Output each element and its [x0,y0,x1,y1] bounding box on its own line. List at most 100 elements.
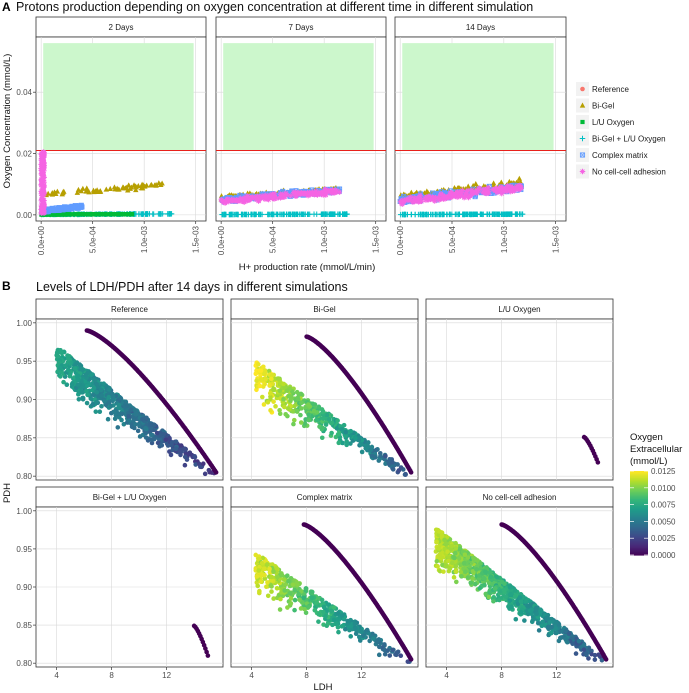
data-point [39,151,46,157]
data-point [83,188,89,194]
data-point [113,212,118,217]
data-point [55,212,60,217]
data-point [94,212,100,217]
x-tick-label: 1.5e-03 [192,225,201,253]
data-point [133,187,139,193]
panel-a-facet: 2 Days 0.0e+00 5.0e-04 1.0e-03 1.5e-03 0.00 0.… [16,16,207,255]
facet-strip-label: 2 Days [109,23,134,32]
x-tick-label: 5.0e-04 [269,225,278,253]
data-point [60,190,66,196]
data-point [247,196,253,203]
series-points [42,180,165,198]
data-point [297,190,304,197]
data-point [80,212,85,217]
data-point [78,203,84,209]
data-point [132,183,139,189]
data-point [164,211,171,217]
data-point [237,195,244,202]
data-point [40,162,47,168]
data-point-d2 [69,203,75,209]
data-point [283,190,289,197]
data-point [69,212,74,217]
x-tick-label: 0.0e+00 [37,225,46,255]
data-point [277,191,284,198]
data-point [107,185,113,191]
data-point [102,212,107,217]
data-point [221,199,228,205]
x-tick-label: 1.0e-03 [140,225,149,253]
data-point [256,194,263,200]
data-point [125,187,131,193]
data-point [128,184,135,190]
y-tick-label: 0.04 [16,88,32,97]
data-point-d2 [54,207,60,212]
data-point [120,184,127,190]
data-point [255,198,262,204]
data-point [39,167,45,174]
data-point [69,203,75,209]
data-point [230,196,236,203]
data-point [120,212,125,217]
data-point [139,211,145,217]
series-points [39,202,85,215]
x-tick-label: 1.5e-03 [372,225,381,253]
data-point [332,187,339,194]
data-point [156,180,162,186]
data-point [74,189,81,195]
x-tick-label: 1.0e-03 [320,225,329,253]
data-point-d2 [64,205,70,211]
data-point [153,181,159,187]
data-point [125,182,132,188]
panel-a-title: Protons production depending on oxygen c… [16,0,533,14]
data-point [61,212,66,217]
data-point [39,195,46,202]
data-point [108,212,114,217]
data-point [271,191,278,197]
data-point [54,206,60,213]
data-point [104,212,109,217]
data-point [150,211,156,217]
data-point [138,185,145,191]
y-tick-label: 0.02 [16,150,32,159]
data-point [40,200,47,207]
data-point [114,185,120,191]
data-point-box [70,204,76,210]
data-point [46,212,51,217]
data-point-box [49,206,55,212]
x-tick-label: 0.0e+00 [217,225,226,255]
optimal-zone [223,43,374,151]
data-point [103,186,110,192]
x-tick-label: 5.0e-04 [89,225,98,253]
data-point [54,188,61,194]
panel-a-facet: 7 Days 0.0e+00 5.0e-04 1.0e-03 1.5e-03 [215,16,387,255]
data-point [97,188,103,195]
data-point [94,187,100,193]
data-point [84,185,90,191]
data-point [66,212,71,217]
data-point [51,189,58,195]
data-point [128,212,133,217]
data-point-d2 [49,206,55,212]
data-point [322,187,328,194]
data-point-box [69,203,75,209]
data-point-d2 [78,204,84,209]
data-point [97,212,102,217]
data-point [148,182,154,188]
data-point [124,212,129,217]
data-point [50,212,56,217]
data-point-box [64,205,70,211]
data-point-box [78,203,84,209]
data-point [40,189,47,195]
panel-a-label: A [2,0,11,14]
data-point [290,189,297,196]
data-point [83,212,88,217]
data-point [310,190,316,197]
data-point-box [54,206,60,213]
data-point [159,180,165,186]
facet-strip-label: 7 Days [289,23,314,32]
data-point [38,176,45,183]
optimal-zone [43,43,194,151]
data-point [40,205,46,212]
